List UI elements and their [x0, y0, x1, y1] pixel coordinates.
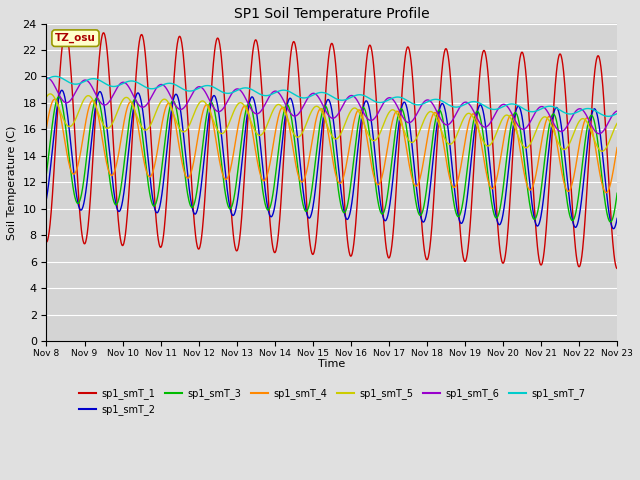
sp1_smT_7 [51, 73, 59, 79]
sp1_smT_5 [613, 120, 621, 126]
sp1_smT_4 [495, 163, 503, 168]
Line: sp1_smT_5: sp1_smT_5 [47, 94, 617, 151]
sp1_smT_7 [421, 100, 429, 106]
sp1_smT_5 [170, 112, 178, 118]
sp1_smT_2 [58, 87, 66, 93]
sp1_smT_6 [613, 108, 621, 114]
sp1_smT_5 [156, 100, 164, 106]
sp1_smT_6 [595, 131, 603, 137]
sp1_smT_6 [546, 113, 554, 119]
sp1_smT_7 [156, 84, 164, 89]
Line: sp1_smT_3: sp1_smT_3 [47, 97, 617, 222]
sp1_smT_5 [234, 102, 241, 108]
sp1_smT_7 [170, 81, 178, 87]
sp1_smT_5 [598, 148, 606, 154]
sp1_smT_7 [234, 87, 241, 93]
sp1_smT_4 [170, 113, 178, 119]
sp1_smT_3 [613, 191, 621, 196]
sp1_smT_6 [495, 104, 503, 110]
sp1_smT_6 [44, 75, 51, 81]
sp1_smT_2 [613, 216, 621, 221]
Line: sp1_smT_2: sp1_smT_2 [47, 90, 617, 228]
sp1_smT_1 [156, 244, 164, 250]
sp1_smT_2 [421, 217, 429, 223]
sp1_smT_1 [421, 251, 429, 256]
sp1_smT_2 [546, 137, 554, 143]
sp1_smT_6 [234, 86, 241, 92]
sp1_smT_3 [421, 198, 429, 204]
sp1_smT_5 [546, 119, 554, 125]
sp1_smT_5 [43, 94, 51, 100]
Y-axis label: Soil Temperature (C): Soil Temperature (C) [7, 125, 17, 240]
Text: TZ_osu: TZ_osu [55, 33, 96, 43]
sp1_smT_7 [546, 103, 554, 109]
sp1_smT_7 [495, 106, 503, 111]
Line: sp1_smT_7: sp1_smT_7 [47, 76, 617, 116]
sp1_smT_4 [234, 126, 241, 132]
sp1_smT_2 [170, 95, 178, 101]
sp1_smT_5 [495, 122, 503, 128]
sp1_smT_2 [234, 197, 241, 203]
sp1_smT_6 [421, 98, 429, 104]
sp1_smT_5 [47, 91, 54, 97]
sp1_smT_1 [495, 241, 503, 247]
sp1_smT_1 [43, 239, 51, 245]
sp1_smT_4 [51, 96, 58, 102]
sp1_smT_1 [613, 265, 621, 271]
sp1_smT_2 [156, 203, 164, 209]
sp1_smT_2 [495, 222, 503, 228]
X-axis label: Time: Time [318, 360, 346, 370]
sp1_smT_3 [43, 170, 51, 176]
sp1_smT_1 [170, 79, 178, 85]
sp1_smT_4 [156, 133, 164, 139]
sp1_smT_4 [421, 151, 429, 156]
sp1_smT_4 [546, 114, 554, 120]
sp1_smT_4 [43, 125, 51, 131]
Legend: sp1_smT_1, sp1_smT_2, sp1_smT_3, sp1_smT_4, sp1_smT_5, sp1_smT_6, sp1_smT_7: sp1_smT_1, sp1_smT_2, sp1_smT_3, sp1_smT… [75, 384, 589, 419]
sp1_smT_2 [610, 226, 618, 231]
sp1_smT_3 [170, 98, 178, 104]
sp1_smT_4 [613, 144, 621, 150]
sp1_smT_6 [43, 75, 51, 81]
sp1_smT_7 [613, 111, 621, 117]
sp1_smT_4 [603, 190, 611, 195]
sp1_smT_3 [495, 209, 503, 215]
sp1_smT_3 [234, 169, 241, 175]
sp1_smT_6 [156, 82, 164, 88]
sp1_smT_3 [546, 120, 554, 126]
sp1_smT_5 [421, 116, 429, 121]
sp1_smT_1 [546, 171, 554, 177]
sp1_smT_6 [170, 99, 178, 105]
sp1_smT_7 [43, 76, 51, 82]
Line: sp1_smT_6: sp1_smT_6 [47, 78, 617, 134]
sp1_smT_3 [156, 180, 164, 186]
sp1_smT_3 [55, 94, 63, 100]
sp1_smT_7 [605, 113, 612, 119]
sp1_smT_1 [61, 28, 69, 34]
sp1_smT_3 [607, 219, 614, 225]
Line: sp1_smT_1: sp1_smT_1 [47, 31, 617, 268]
sp1_smT_2 [43, 196, 51, 202]
Line: sp1_smT_4: sp1_smT_4 [47, 99, 617, 192]
sp1_smT_1 [234, 247, 241, 252]
Title: SP1 Soil Temperature Profile: SP1 Soil Temperature Profile [234, 7, 429, 21]
